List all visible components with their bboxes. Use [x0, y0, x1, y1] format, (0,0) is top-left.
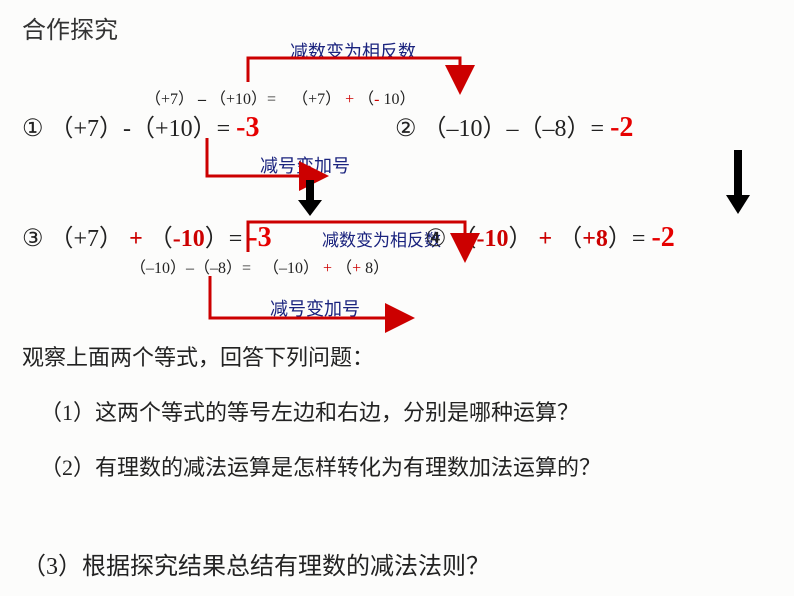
eq3-neg: -10: [173, 226, 205, 252]
eq4-result: -2: [651, 222, 674, 253]
q1: （1）这两个等式的等号左边和右边，分别是哪种运算？: [40, 395, 579, 430]
eq3-close: ）=: [205, 226, 243, 252]
annotation-mid: 减号变加号: [260, 152, 350, 178]
eq4-a: （: [453, 226, 477, 252]
q2: （2）有理数的减法运算是怎样转化为有理数加法运算的？: [40, 450, 760, 485]
small-eq-top-c: （+7）: [292, 91, 341, 108]
eq4-num: ④: [425, 224, 447, 253]
eq1: ① （+7）-（+10）= -3: [22, 108, 259, 144]
annotation-bottom: 减号变加号: [270, 295, 360, 321]
small-eq-top-d: （- 10）: [358, 91, 415, 108]
eq4-d: ）=: [608, 226, 646, 252]
small-eq-top: （+7） – （+10）= （+7） + （- 10）: [145, 85, 416, 109]
eq2-body: （–10）–（–8）=: [423, 116, 605, 142]
eq3-paren: （: [149, 226, 173, 252]
small-eq-bot-c: （+ 8）: [336, 260, 389, 277]
annotation-inline: 减数变为相反数: [322, 226, 441, 251]
eq1-body: （+7）-（+10）=: [50, 116, 231, 142]
eq4-neg10: -10: [477, 226, 509, 252]
small-eq-top-b: （+10）=: [210, 91, 276, 108]
small-eq-top-a: （+7）: [145, 91, 194, 108]
small-eq-bottom: （–10）–（–8）= （–10） + （+ 8）: [130, 254, 389, 278]
eq4-c: （: [558, 226, 582, 252]
small-eq-bot-b: （–10）: [263, 260, 319, 277]
annotation-top: 减数变为相反数: [290, 38, 416, 64]
eq3-left: （+7）: [50, 226, 124, 252]
eq4-plus: +: [539, 226, 553, 252]
page-title: 合作探究: [22, 10, 118, 45]
eq1-result: -3: [236, 112, 259, 143]
eq4-p8: +8: [582, 226, 608, 252]
eq2-num: ②: [395, 114, 417, 143]
eq4-b: ）: [509, 226, 533, 252]
eq2: ② （–10）–（–8）= -2: [395, 108, 633, 144]
eq4: ④ （-10） + （+8）= -2: [425, 218, 675, 254]
q3: （3）根据探究结果总结有理数的减法法则？: [22, 548, 490, 586]
observation: 观察上面两个等式，回答下列问题：: [22, 340, 374, 375]
eq3-plus: +: [129, 226, 143, 252]
eq3-num: ③: [22, 224, 44, 253]
eq3-result: -3: [248, 222, 271, 253]
eq1-num: ①: [22, 114, 44, 143]
eq3: ③ （+7） + （-10）= -3: [22, 218, 272, 254]
eq2-result: -2: [610, 112, 633, 143]
small-eq-bot-a: （–10）–（–8）=: [130, 260, 251, 277]
small-eq-bot-plus: +: [323, 260, 332, 277]
small-eq-top-plus: +: [345, 91, 354, 108]
small-eq-top-sign: –: [198, 91, 206, 108]
